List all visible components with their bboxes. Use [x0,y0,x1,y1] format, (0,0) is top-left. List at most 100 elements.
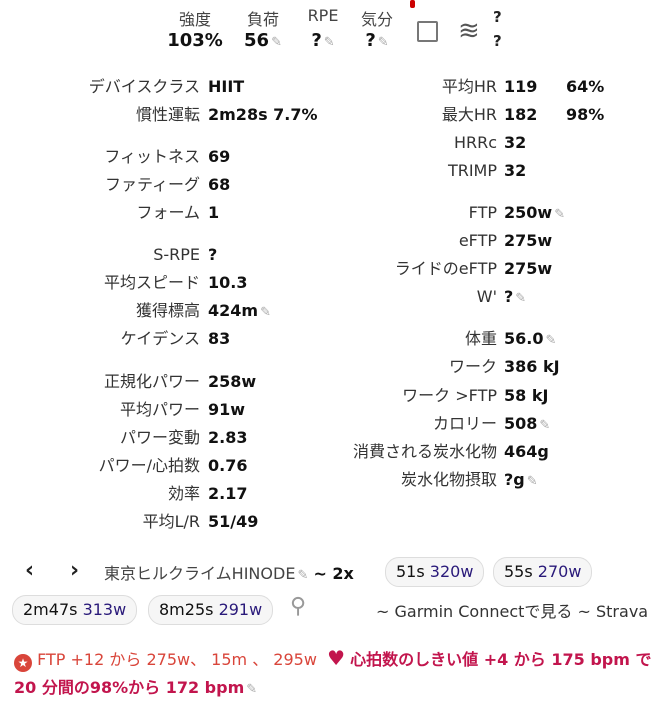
next-button[interactable]: › [70,558,80,583]
search-icon[interactable]: ⚲ [290,594,307,619]
stat-value: 0.76 [208,456,248,475]
stat-label: 平均HR [441,77,497,96]
stat-value[interactable]: ?g ✎ [504,470,538,489]
stat-value: 275w [504,231,553,250]
stat-value: 51/49 [208,512,259,531]
edit-icon[interactable]: ✎ [545,333,557,348]
strava-link[interactable]: Strava [596,602,649,621]
header-value[interactable]: ? ✎ [311,30,335,51]
edit-icon[interactable]: ✎ [297,568,309,583]
wind-icon: ≋ [458,16,480,46]
stat-value: 2m28s 7.7% [208,105,318,124]
stat-row: 消費される炭水化物 464g [0,438,549,466]
edit-icon[interactable]: ✎ [526,474,538,489]
header-value[interactable]: ? ✎ [365,30,389,51]
stat-label: フォーム [136,203,200,222]
wind-direction: ? [493,32,502,50]
stat-row: パワー/心拍数 0.76 [0,452,248,480]
stat-row: 慣性運転 2m28s 7.7% [0,101,318,129]
stat-row: 効率 2.17 [0,480,248,508]
stat-value: 275w [504,259,553,278]
link-sep: ~ [572,602,596,621]
stat-label: ワーク >FTP [402,386,497,405]
stat-label: フィットネス [104,147,200,166]
edit-icon[interactable]: ✎ [515,291,527,306]
route-name[interactable]: 東京ヒルクライムHINODE [104,564,296,583]
stat-value: 119 [504,77,538,96]
stat-label: デバイスクラス [88,77,200,96]
stat-label: FTP [468,203,497,222]
header-label: 負荷 [246,10,279,29]
heart-icon: ♥ [327,646,346,670]
header-label: 強度 [178,10,211,29]
stat-percent: 64% [566,77,605,96]
stat-row: カロリー 508 ✎ [0,410,550,438]
edit-icon[interactable]: ✎ [271,35,282,50]
stat-row: 正規化パワー 258w [0,368,256,396]
stat-row: FTP 250w ✎ [0,199,565,227]
stat-value[interactable]: ? ✎ [504,287,527,306]
stat-row: ファティーグ 68 [0,171,230,199]
stat-label: 炭水化物摂取 [400,470,497,489]
stat-value: 1 [208,203,220,222]
stat-label: S-RPE [153,245,200,264]
stat-row: フォーム 1 [0,199,219,227]
interval-chip[interactable]: 51s 320w [385,557,485,587]
header-value[interactable]: 56 ✎ [244,30,282,51]
stat-value: 69 [208,147,231,166]
stat-label: W' [476,287,497,306]
stat-value: 182 [504,105,538,124]
stat-value: 2.17 [208,484,248,503]
star-icon: ★ [14,654,32,672]
red-marker [410,0,415,8]
stat-label: 平均パワー [119,400,200,419]
stat-row: ワーク 386 kJ [0,353,560,381]
stat-value: 2.83 [208,428,248,447]
stat-value: 68 [208,175,231,194]
stat-label: eFTP [458,231,497,250]
stat-value[interactable]: 508 ✎ [504,414,551,433]
garmin-link[interactable]: Garmin Connectで見る [394,602,573,621]
stat-value[interactable]: 424m ✎ [208,301,271,320]
stat-label: ワーク [448,357,497,376]
stat-row: 平均L/R 51/49 [0,508,259,536]
stat-row: eFTP 275w [0,227,552,255]
stat-row: HRRc 32 [0,129,526,157]
stat-row: 獲得標高 424m ✎ [0,297,271,325]
interval-chip[interactable]: 2m47s 313w [12,595,138,625]
stat-label: 慣性運転 [135,105,200,124]
stat-label: 最大HR [441,105,497,124]
stat-row: ケイデンス 83 [0,325,231,353]
stat-row: ワーク >FTP 58 kJ [0,382,548,410]
stat-row: 平均HR 119 64% [0,73,604,101]
stat-value: 91w [208,400,246,419]
interval-chip[interactable]: 55s 270w [493,557,593,587]
edit-icon[interactable]: ✎ [377,35,389,50]
prev-button[interactable]: ‹ [25,558,35,583]
stat-label: 平均L/R [142,512,200,531]
checkbox[interactable] [417,21,438,42]
edit-icon[interactable]: ✎ [554,207,566,222]
stat-value[interactable]: 250w ✎ [504,203,566,222]
stat-label: ライドのeFTP [394,259,497,278]
stat-value[interactable]: 56.0 ✎ [504,329,557,348]
stat-row: ライドのeFTP 275w [0,255,552,283]
interval-chip[interactable]: 8m25s 291w [148,595,274,625]
stat-row: 体重 56.0 ✎ [0,325,556,353]
stat-label: 獲得標高 [135,301,200,320]
edit-icon[interactable]: ✎ [246,682,258,697]
edit-icon[interactable]: ✎ [539,418,551,433]
stat-label: TRIMP [447,161,497,180]
stat-row: デバイスクラス HIIT [0,73,244,101]
edit-icon[interactable]: ✎ [323,35,335,50]
edit-icon[interactable]: ✎ [260,305,271,320]
stat-label: 消費される炭水化物 [352,442,497,461]
wind-speed: ? [493,8,502,26]
stat-label: ファティーグ [104,175,200,194]
stat-row: 最大HR 182 98% [0,101,604,129]
stat-label: 正規化パワー [103,372,200,391]
hr-achievement: 心拍数のしきい値 +4 から 175 bpm で 20 分間の98%から 172… [14,650,652,697]
stat-value: 386 kJ [504,357,560,376]
stat-row: フィットネス 69 [0,143,230,171]
stat-row: TRIMP 32 [0,157,526,185]
